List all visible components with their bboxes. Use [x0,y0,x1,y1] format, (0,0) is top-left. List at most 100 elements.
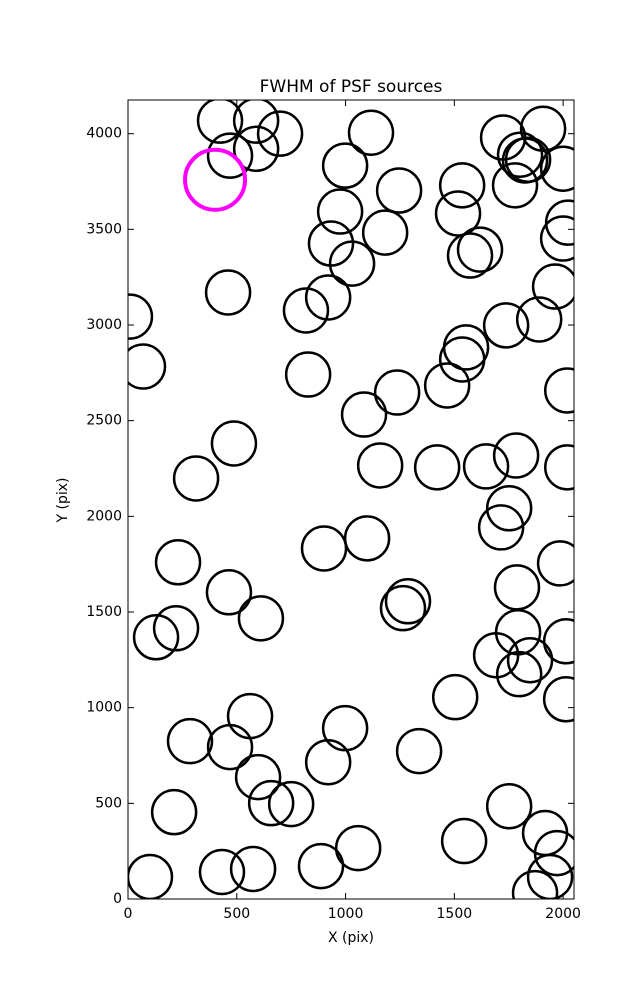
source-circle [542,676,574,723]
source-circle [519,105,567,152]
source-circle [316,188,364,235]
source-circle [446,232,494,279]
source-circle [343,515,391,562]
source-circle [340,391,388,438]
source-circle [205,569,253,616]
x-tick-label: 1000 [328,906,364,922]
source-circle [128,293,154,340]
source-circle [384,578,432,625]
source-circle [132,614,180,661]
x-tick-label: 2000 [545,906,581,922]
source-circle [423,362,471,409]
source-circle [536,540,574,587]
source-circle [531,263,574,310]
source-circle [511,869,559,899]
source-circle [361,209,409,256]
source-circle [196,100,244,144]
source-circle [304,738,352,786]
source-circle [375,167,423,214]
source-circle [347,109,395,156]
source-circle [282,287,330,334]
x-axis-label: X (pix) [328,930,374,946]
source-circle [204,269,252,316]
source-circle [229,845,277,893]
source-circle [328,240,376,287]
source-circle [150,788,198,836]
source-circle [482,302,530,349]
source-circle [544,367,574,414]
chart-title: FWHM of PSF sources [260,77,443,97]
source-circle [456,226,504,273]
source-circle [267,780,315,828]
source-circle [206,132,254,179]
source-circle [206,723,254,771]
plot-area [128,100,574,899]
source-circle [395,727,443,775]
source-circle [256,110,304,157]
source-circle [438,162,486,209]
source-circle [495,650,543,698]
source-circle [539,145,574,192]
plot-frame [127,99,575,900]
source-circle [321,142,369,189]
source-circle [504,136,552,183]
x-tick-label: 1500 [437,906,473,922]
source-circle [321,704,369,752]
y-tick-label: 2000 [86,508,122,524]
source-circle [472,631,520,679]
source-circle [297,842,345,890]
source-circle [542,618,574,665]
x-tick-label: 500 [223,906,250,922]
source-circle [434,190,482,237]
y-tick-label: 0 [113,891,122,907]
source-circle [379,584,427,632]
source-circle [172,455,220,502]
y-tick-label: 500 [95,795,122,811]
y-tick-label: 1500 [86,604,122,620]
source-circle [485,782,533,830]
source-circle [198,848,246,896]
source-circle [284,351,332,398]
source-circle [334,824,382,872]
source-circle [183,147,248,212]
y-axis-label: Y (pix) [55,478,71,524]
source-circle [300,525,348,572]
source-circle [506,636,554,684]
source-circle [544,199,574,246]
y-tick-label: 2500 [86,413,122,429]
source-circle [544,444,574,491]
y-tick-label: 1000 [86,700,122,716]
source-circle [438,336,486,383]
y-tick-label: 4000 [86,126,122,142]
source-circle [373,369,421,416]
source-circle [493,564,541,611]
source-circle [226,692,274,740]
source-circle [521,809,569,857]
source-circle [232,125,280,173]
source-circle [128,853,174,899]
source-circle [154,539,202,586]
y-tick-label: 3000 [86,317,122,333]
source-circle [152,605,200,652]
source-circle [515,296,563,343]
source-circle [232,100,280,144]
source-circle [485,485,533,532]
source-circle [247,779,295,827]
source-circle [413,444,461,491]
source-circle [477,504,525,551]
source-circle [166,717,214,765]
source-circle [539,215,574,262]
source-circle [431,673,479,721]
source-circle [356,442,404,489]
source-circle [462,443,510,490]
source-circle [237,595,285,642]
source-circle [304,274,352,321]
x-tick-label: 0 [124,906,133,922]
source-circle [440,817,488,865]
source-circle [492,432,540,479]
source-circle [491,162,539,209]
source-circle [210,420,258,467]
source-circle [234,753,282,801]
source-circle [496,131,544,178]
